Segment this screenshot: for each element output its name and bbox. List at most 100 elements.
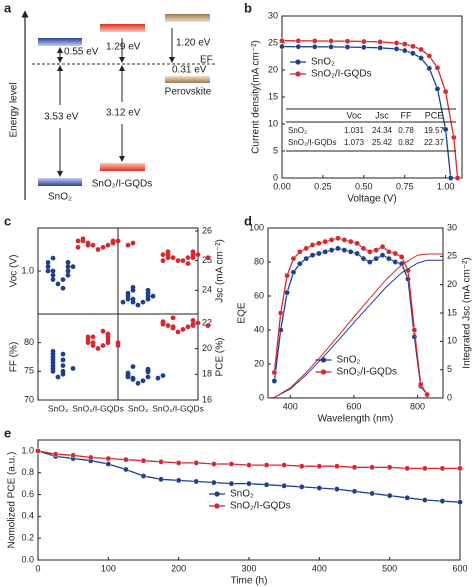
data-point	[309, 252, 316, 258]
data-point	[95, 346, 101, 351]
data-point	[140, 457, 147, 464]
data-point	[185, 261, 191, 266]
data-point	[180, 327, 186, 332]
table-cell: SnO₂/I-GQDs	[288, 138, 336, 147]
data-point	[140, 299, 146, 305]
y-tick-label: 0.4	[21, 511, 34, 521]
x-tick-label: 400	[312, 563, 327, 573]
y-axis-label: Current density(mA cm⁻²)	[251, 40, 262, 154]
data-point	[160, 258, 166, 264]
y-tick-label: 1.0	[21, 265, 34, 275]
band-gap: 3.12 eV	[106, 108, 141, 119]
data-point	[60, 285, 66, 291]
y-tick-label: 15	[268, 91, 278, 101]
y-tick-label: 22	[202, 317, 212, 327]
data-point	[369, 464, 375, 471]
table-cell: 24.34	[372, 126, 393, 135]
data-point	[369, 490, 375, 497]
data-point	[75, 238, 81, 244]
data-point	[341, 237, 348, 243]
y2-tick-label: 20	[447, 279, 457, 289]
data-point	[360, 255, 367, 262]
data-point	[110, 238, 116, 244]
y2-tick-label: 15	[447, 307, 457, 317]
data-point	[422, 465, 428, 472]
data-point	[279, 43, 285, 50]
data-point	[60, 363, 66, 368]
data-point	[60, 368, 66, 374]
x-tick-label: 400	[283, 401, 298, 411]
y-axis-label: Voc (V)	[9, 255, 20, 288]
x-tick-label: 0	[35, 563, 40, 573]
y-axis-label: Jsc (mA cm⁻²)	[215, 239, 226, 303]
data-point	[175, 329, 181, 335]
data-point	[60, 277, 66, 282]
data-point	[442, 126, 449, 133]
material-label: SnO₂	[48, 192, 72, 203]
table-cell: 25.42	[372, 138, 393, 147]
data-point	[277, 310, 284, 316]
data-point	[160, 319, 166, 325]
data-point	[180, 258, 186, 264]
data-point	[360, 245, 367, 252]
data-point	[309, 242, 316, 248]
data-point	[290, 269, 297, 276]
data-point	[386, 492, 393, 499]
legend-label: SnO₂/I-GQDs	[230, 501, 291, 512]
data-point	[80, 236, 86, 242]
x-tick-label: SnO₂/I-GQDs	[72, 403, 123, 413]
data-point	[373, 247, 379, 253]
data-point	[185, 324, 191, 330]
data-point	[211, 461, 217, 467]
y-tick-label: 75	[24, 366, 34, 376]
table-cell: 1.073	[344, 138, 365, 147]
data-point	[160, 373, 166, 379]
data-point	[344, 38, 351, 45]
data-point	[50, 277, 56, 282]
data-point	[60, 357, 66, 363]
data-point	[145, 287, 151, 293]
data-point	[155, 375, 161, 381]
data-point	[45, 264, 51, 270]
y-tick-label: 25	[268, 37, 278, 47]
x-tick-label: 600	[346, 401, 361, 411]
data-point	[90, 334, 96, 340]
data-point	[303, 245, 309, 252]
data-point	[165, 323, 171, 328]
data-point	[439, 465, 446, 472]
data-point	[125, 370, 131, 376]
band-gap: 3.53 eV	[44, 112, 79, 123]
data-point	[311, 43, 318, 50]
x-tick-label: 0.50	[355, 181, 373, 191]
legend-marker	[320, 369, 327, 375]
data-point	[447, 175, 454, 181]
data-point	[279, 37, 285, 44]
data-point	[422, 497, 428, 503]
y-tick-label: 60	[254, 290, 264, 300]
data-point	[271, 378, 278, 384]
data-point	[328, 38, 334, 44]
y-tick-label: 0.8	[21, 467, 34, 477]
data-point	[316, 250, 322, 257]
data-point	[322, 248, 329, 255]
y-tick-label: 0.0	[21, 554, 34, 564]
data-point	[328, 44, 334, 50]
data-point	[60, 351, 66, 357]
legend-marker	[295, 71, 301, 77]
data-point	[411, 327, 418, 333]
table-cell: 0.82	[398, 138, 414, 147]
panel-label: e	[4, 425, 11, 440]
pvk-vb	[165, 76, 210, 83]
data-point	[295, 38, 302, 44]
y-tick-label: 1.0	[21, 445, 34, 455]
data-point	[392, 259, 399, 265]
y-tick-label: 80	[24, 337, 34, 347]
data-point	[125, 290, 131, 296]
data-point	[281, 462, 287, 468]
data-point	[190, 321, 196, 327]
y-axis-label: Nomolized PCE (a.u.)	[7, 452, 18, 549]
y-tick-label: 0	[273, 172, 278, 182]
material-label: Perovskite	[165, 87, 212, 98]
data-point	[50, 268, 56, 274]
data-point	[347, 248, 354, 255]
